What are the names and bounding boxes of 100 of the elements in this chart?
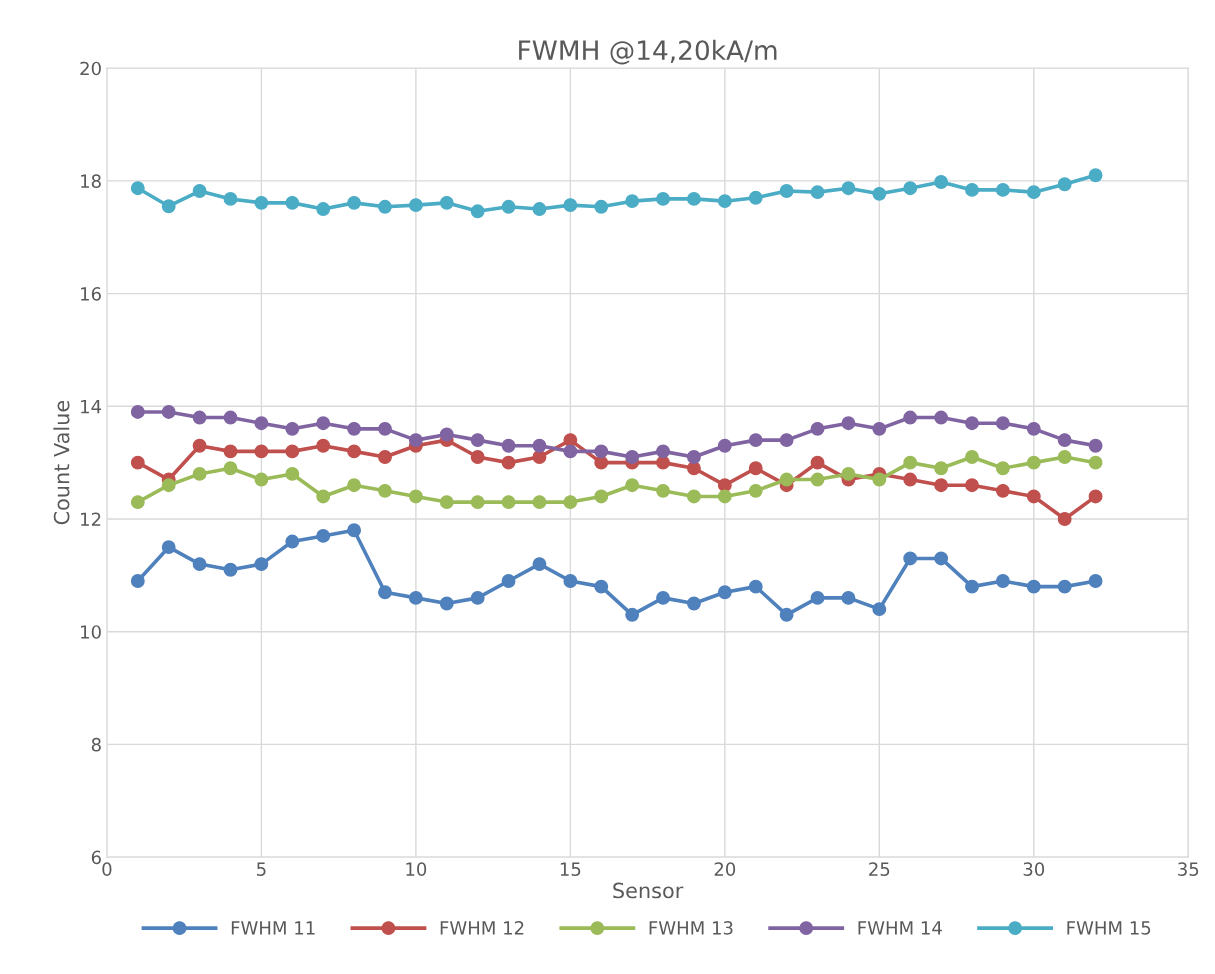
point <box>285 195 300 210</box>
point <box>223 410 238 425</box>
point <box>995 483 1010 498</box>
point <box>717 478 732 493</box>
point <box>532 495 547 510</box>
point <box>717 438 732 453</box>
point <box>810 472 825 487</box>
y-tick-label: 18 <box>81 174 101 188</box>
point <box>934 175 949 189</box>
point <box>594 455 609 470</box>
point <box>408 198 423 213</box>
point <box>161 540 176 555</box>
point <box>254 195 269 210</box>
point <box>748 579 763 594</box>
point <box>254 416 269 431</box>
point <box>810 590 825 605</box>
point <box>192 557 207 572</box>
x-tick-label: 0 <box>102 862 112 876</box>
point <box>686 461 701 476</box>
x-tick-label: 5 <box>257 862 266 876</box>
point <box>347 421 362 436</box>
point <box>1088 489 1103 504</box>
point <box>1057 433 1072 448</box>
point <box>934 478 949 493</box>
y-tick-label: 12 <box>81 512 101 526</box>
point <box>748 433 763 448</box>
point <box>903 472 918 487</box>
y-tick-label: 20 <box>80 61 101 76</box>
point <box>872 421 887 436</box>
x-tick-label: 20 <box>714 862 736 876</box>
point <box>470 495 485 510</box>
point <box>717 585 732 600</box>
point <box>686 191 701 206</box>
y-tick-label: 10 <box>81 625 101 639</box>
point <box>316 489 331 504</box>
point <box>192 184 207 198</box>
point <box>192 438 207 453</box>
point <box>656 191 670 206</box>
point <box>347 444 362 459</box>
point <box>1057 512 1072 526</box>
point <box>285 421 300 436</box>
point <box>779 433 794 448</box>
point <box>254 444 269 459</box>
x-tick-label: 25 <box>869 862 890 876</box>
point <box>285 534 300 549</box>
point <box>810 185 825 200</box>
point <box>779 184 794 198</box>
point <box>779 472 794 487</box>
point <box>934 551 949 566</box>
point <box>223 191 238 206</box>
point <box>161 404 176 419</box>
point <box>439 495 454 510</box>
point <box>470 450 485 464</box>
point <box>192 466 207 481</box>
point <box>841 181 856 196</box>
point <box>563 433 578 448</box>
point <box>192 410 207 425</box>
point <box>995 461 1010 476</box>
point <box>656 444 670 459</box>
point <box>501 438 516 453</box>
point <box>501 455 516 470</box>
point <box>408 489 423 504</box>
point <box>563 495 578 510</box>
point <box>501 199 516 214</box>
x-axis-title: Sensor <box>613 882 684 899</box>
point <box>378 199 392 214</box>
legend-label: FWHM 15 <box>1067 921 1151 935</box>
point <box>223 444 238 459</box>
point <box>995 574 1010 588</box>
point <box>1057 579 1072 594</box>
point <box>686 596 701 611</box>
point <box>408 433 423 448</box>
point <box>378 483 392 498</box>
point <box>1026 579 1041 594</box>
point <box>625 450 640 464</box>
point <box>254 557 269 572</box>
point <box>316 416 331 431</box>
point <box>872 186 887 201</box>
point <box>316 528 331 543</box>
legend-label: FWHM 11 <box>231 921 315 935</box>
point <box>872 602 887 617</box>
point <box>470 204 485 219</box>
point <box>285 466 300 481</box>
point <box>439 195 454 210</box>
point <box>779 607 794 622</box>
point <box>470 590 485 605</box>
point <box>656 455 670 470</box>
legend-label: FWHM 12 <box>440 921 524 935</box>
point <box>161 478 176 493</box>
point <box>501 574 516 588</box>
point <box>810 455 825 470</box>
point <box>625 607 640 622</box>
point <box>717 194 732 209</box>
point <box>563 444 578 459</box>
chart-title: FWMH @14,20kA/m <box>519 39 777 65</box>
y-tick-label: 8 <box>91 737 101 752</box>
point <box>501 495 516 510</box>
point <box>903 455 918 470</box>
point <box>1026 455 1041 470</box>
point <box>594 199 609 214</box>
